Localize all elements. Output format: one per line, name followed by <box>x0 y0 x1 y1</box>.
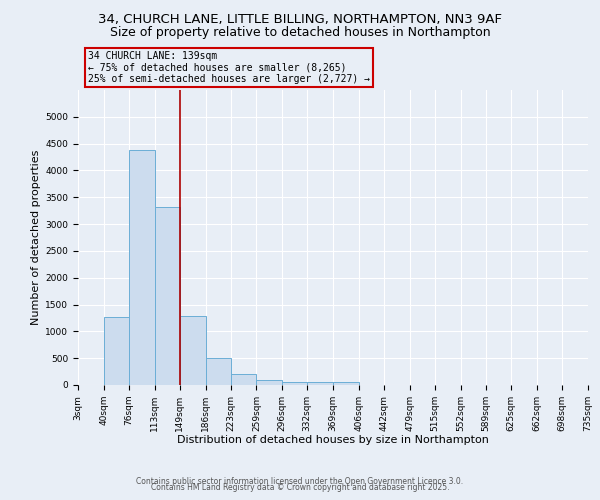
Text: 34 CHURCH LANE: 139sqm
← 75% of detached houses are smaller (8,265)
25% of semi-: 34 CHURCH LANE: 139sqm ← 75% of detached… <box>88 51 370 84</box>
Bar <box>155 207 180 385</box>
Text: Contains HM Land Registry data © Crown copyright and database right 2025.: Contains HM Land Registry data © Crown c… <box>151 484 449 492</box>
Bar <box>104 317 129 385</box>
Bar <box>307 382 333 385</box>
Text: 34, CHURCH LANE, LITTLE BILLING, NORTHAMPTON, NN3 9AF: 34, CHURCH LANE, LITTLE BILLING, NORTHAM… <box>98 12 502 26</box>
Text: Size of property relative to detached houses in Northampton: Size of property relative to detached ho… <box>110 26 490 39</box>
X-axis label: Distribution of detached houses by size in Northampton: Distribution of detached houses by size … <box>177 436 489 446</box>
Y-axis label: Number of detached properties: Number of detached properties <box>31 150 41 325</box>
Bar <box>333 382 359 385</box>
Bar <box>231 374 256 385</box>
Text: Contains public sector information licensed under the Open Government Licence 3.: Contains public sector information licen… <box>136 477 464 486</box>
Bar <box>282 382 307 385</box>
Bar <box>129 150 155 385</box>
Bar <box>205 358 231 385</box>
Bar <box>256 380 282 385</box>
Bar <box>180 316 205 385</box>
